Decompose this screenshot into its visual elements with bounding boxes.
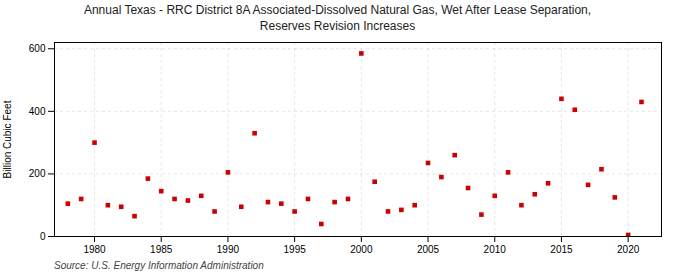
html-text:Annual Texas - RRC District 8A: Annual Texas - RRC District 8A Associate… — [83, 3, 592, 33]
svg-text:1990: 1990 — [217, 244, 240, 255]
svg-text:1995: 1995 — [284, 244, 307, 255]
svg-text:Billion Cubic Feet: Billion Cubic Feet — [2, 101, 13, 179]
svg-text:2005: 2005 — [417, 244, 440, 255]
svg-text:2015: 2015 — [550, 244, 573, 255]
svg-text:1980: 1980 — [83, 244, 106, 255]
svg-text:1985: 1985 — [150, 244, 173, 255]
svg-text:0: 0 — [40, 231, 46, 242]
svg-text:400: 400 — [29, 106, 46, 117]
svg-text:200: 200 — [29, 168, 46, 179]
svg-text:2020: 2020 — [617, 244, 640, 255]
svg-text:600: 600 — [29, 43, 46, 54]
svg-text:2010: 2010 — [484, 244, 507, 255]
html-text:Source: U.S. Energy Informatio: Source: U.S. Energy Information Administ… — [54, 260, 264, 272]
svg-text:2000: 2000 — [350, 244, 373, 255]
